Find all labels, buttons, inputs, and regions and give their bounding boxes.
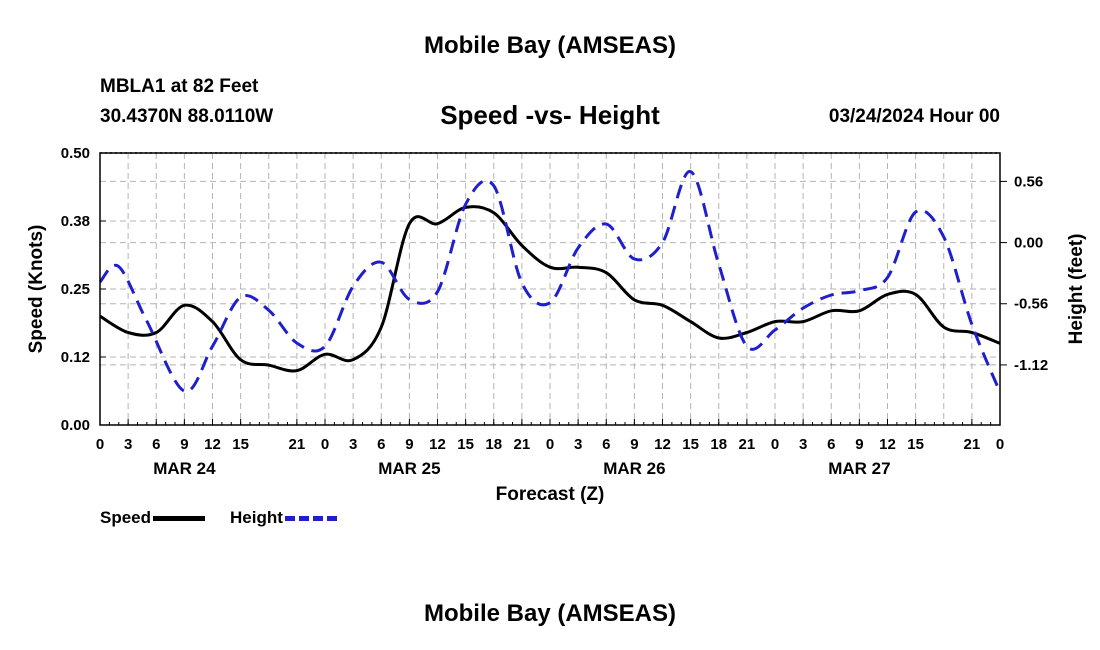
- legend-height-swatch: [284, 515, 337, 521]
- x-tick-label: 21: [964, 436, 981, 453]
- y2-tick-label: -0.56: [1014, 296, 1048, 313]
- x-tick-label: 3: [574, 436, 582, 453]
- x-tick-label: 15: [232, 436, 249, 453]
- y2-tick-label: -1.12: [1014, 357, 1048, 374]
- x-tick-label: 6: [377, 436, 385, 453]
- x-tick-label: 9: [405, 436, 413, 453]
- x-tick-label: 3: [349, 436, 357, 453]
- x-tick-label: 6: [827, 436, 835, 453]
- x-tick-label: 12: [204, 436, 221, 453]
- chart-subtitle: Speed -vs- Height: [440, 100, 660, 130]
- footer-title: Mobile Bay (AMSEAS): [423, 600, 677, 627]
- x-tick-label: 12: [429, 436, 446, 453]
- legend-speed-label: Speed: [100, 508, 152, 527]
- station-label: MBLA1 at 82 Feet: [100, 76, 259, 97]
- x-tick-label: 3: [799, 436, 807, 453]
- legend-height-label: Height: [230, 508, 283, 527]
- x-date-label: MAR 27: [828, 459, 890, 478]
- x-tick-label: 12: [879, 436, 896, 453]
- y-tick-label: 0.50: [61, 145, 90, 162]
- x-tick-label: 18: [710, 436, 727, 453]
- station-coordinates: 30.4370N 88.0110W: [100, 106, 274, 127]
- x-tick-label: 21: [514, 436, 531, 453]
- y2-tick-label: 0.56: [1014, 173, 1043, 190]
- legend-height: Height: [230, 508, 337, 528]
- x-tick-label: 12: [654, 436, 671, 453]
- page-title: Mobile Bay (AMSEAS): [423, 32, 677, 59]
- tick-layer: 0 3 6 9 12 15 21 0 3 6 9 12 15 18 21 0 3 6 9 12 15 18 21 0 3 6 9 12…: [61, 145, 1048, 478]
- x-tick-label: 6: [602, 436, 610, 453]
- x-tick-label: 9: [855, 436, 863, 453]
- x-tick-label: 15: [907, 436, 924, 453]
- y-tick-label: 0.00: [61, 417, 90, 434]
- legend-speed-swatch: [153, 515, 206, 521]
- x-tick-label: 0: [96, 436, 104, 453]
- forecast-datetime: 03/24/2024 Hour 00: [828, 106, 1000, 127]
- series-line-height: [98, 170, 1002, 393]
- x-tick-label: 15: [682, 436, 699, 453]
- speed-height-chart: 0 3 6 9 12 15 21 0 3 6 9 12 15 18 21 0 3 6 9 12 15 18 21 0 3 6 9 12…: [26, 145, 1087, 505]
- x-axis-label: Forecast (Z): [496, 484, 605, 505]
- x-tick-label: 9: [180, 436, 188, 453]
- x-date-label: MAR 26: [603, 459, 665, 478]
- y-tick-label: 0.12: [61, 349, 90, 366]
- y-tick-label: 0.25: [61, 281, 90, 298]
- x-tick-label: 6: [152, 436, 160, 453]
- x-tick-label: 0: [546, 436, 554, 453]
- legend-speed: Speed: [100, 508, 206, 528]
- y-axis-label: Speed (Knots): [26, 225, 47, 354]
- x-tick-label: 9: [630, 436, 638, 453]
- x-tick-label: 0: [771, 436, 779, 453]
- series-layer: [98, 170, 1002, 393]
- y2-axis-label: Height (feet): [1066, 234, 1087, 345]
- x-tick-label: 0: [321, 436, 329, 453]
- x-tick-label: 3: [124, 436, 132, 453]
- x-tick-label: 15: [457, 436, 474, 453]
- x-date-label: MAR 25: [378, 459, 440, 478]
- series-line-speed: [99, 205, 1001, 373]
- x-tick-label: 21: [289, 436, 306, 453]
- x-tick-label: 21: [739, 436, 756, 453]
- y-tick-label: 0.38: [61, 213, 90, 230]
- x-tick-label: 18: [485, 436, 502, 453]
- x-date-label: MAR 24: [153, 459, 216, 478]
- x-tick-label: 0: [996, 436, 1004, 453]
- y2-tick-label: 0.00: [1014, 235, 1043, 252]
